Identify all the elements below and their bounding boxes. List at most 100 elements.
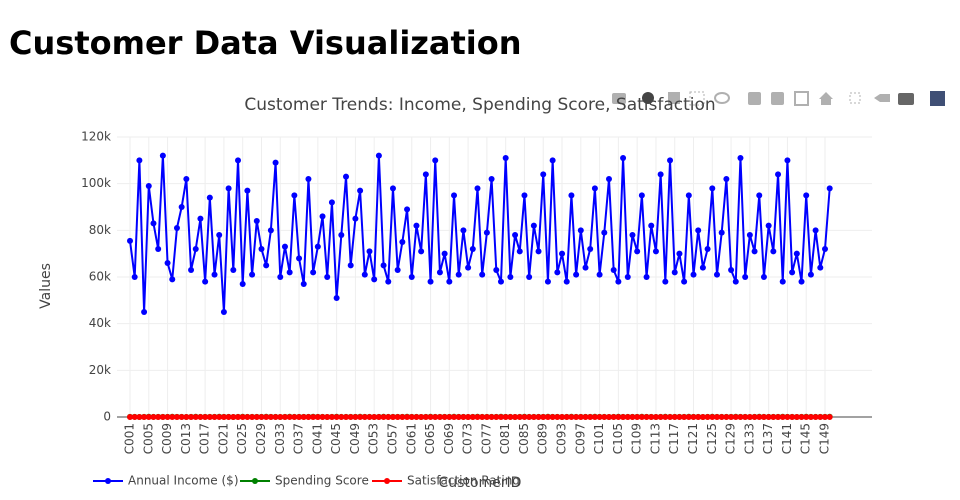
select-button[interactable] [689,91,705,106]
data-point [695,413,702,420]
data-point [784,413,791,420]
data-point [281,243,288,250]
spike-button[interactable] [849,92,861,104]
data-point [723,413,730,420]
reset-button[interactable] [819,92,833,105]
y-tick-label: 0 [103,410,111,424]
x-tick-label: C001 [123,423,137,454]
zoom-button[interactable] [642,92,654,104]
data-point [141,309,148,315]
data-point [197,413,204,420]
hover-closest-button[interactable] [874,94,890,102]
legend-marker [252,478,258,484]
data-point [474,413,481,420]
data-point [676,250,683,257]
data-point [446,413,453,420]
data-point [601,229,608,236]
data-point [699,413,706,420]
data-point [155,246,162,252]
data-point [535,248,542,255]
hover-compare-button[interactable] [898,93,914,105]
data-point [582,413,589,420]
data-point [605,413,612,420]
data-point [695,227,702,234]
data-point [319,213,326,220]
y-tick-label: 120k [81,130,111,144]
data-point [563,413,570,420]
data-point [610,413,617,420]
x-tick-label: C025 [235,423,249,454]
data-point [159,152,166,159]
camera-button[interactable] [612,93,626,104]
data-point [361,413,368,420]
zoom-out-button[interactable] [771,92,784,105]
pan-button[interactable] [668,92,680,104]
data-point [183,176,190,182]
data-point [742,274,749,280]
data-point [239,413,246,420]
data-point [554,413,561,420]
data-point [563,278,570,285]
data-point [704,246,711,252]
data-point [765,222,772,229]
x-tick-label: C021 [216,423,230,454]
data-point [817,413,824,420]
data-point [756,192,763,199]
data-point [404,206,411,213]
data-point [488,413,495,420]
data-point [728,267,735,273]
data-point [150,413,157,420]
x-tick-label: C061 [404,423,418,454]
data-point [230,267,237,273]
modebar[interactable] [612,91,945,106]
data-point [310,413,317,420]
data-point [582,264,589,271]
data-point [211,413,218,420]
plotly-logo[interactable] [930,91,945,106]
data-point [662,413,669,420]
data-point [333,295,340,301]
data-point [455,413,462,420]
data-point [718,229,725,236]
data-point [460,227,467,234]
x-tick-label: C037 [292,423,306,454]
data-point [807,413,814,420]
data-point [751,413,758,420]
data-point [281,413,288,420]
data-point [728,413,735,420]
data-point [540,171,547,178]
data-point [667,157,674,164]
x-tick-label: C065 [423,423,437,454]
data-point [310,269,317,276]
x-tick-label: C141 [780,423,794,454]
data-point [718,413,725,420]
data-point [789,269,796,276]
data-point [258,246,265,252]
data-point [272,413,279,420]
data-point [235,413,242,420]
data-point [460,413,467,420]
data-point [657,171,664,178]
data-point [817,264,824,271]
data-point [389,185,396,192]
data-point [451,413,458,420]
x-tick-label: C013 [179,423,193,454]
data-point [413,222,420,229]
data-point [784,157,791,164]
data-point [793,413,800,420]
lasso-button[interactable] [714,92,730,104]
data-point [375,413,382,420]
data-point [723,176,730,182]
zoom-in-button[interactable] [748,92,761,105]
data-point [408,274,415,280]
data-point [535,413,542,420]
x-tick-label: C017 [198,423,212,454]
data-point [338,232,345,238]
data-point [657,413,664,420]
data-point [826,185,833,192]
data-point [634,248,641,255]
autoscale-button[interactable] [794,91,809,106]
data-point [587,246,594,252]
x-tick-label: C117 [667,423,681,454]
data-point [751,248,758,255]
